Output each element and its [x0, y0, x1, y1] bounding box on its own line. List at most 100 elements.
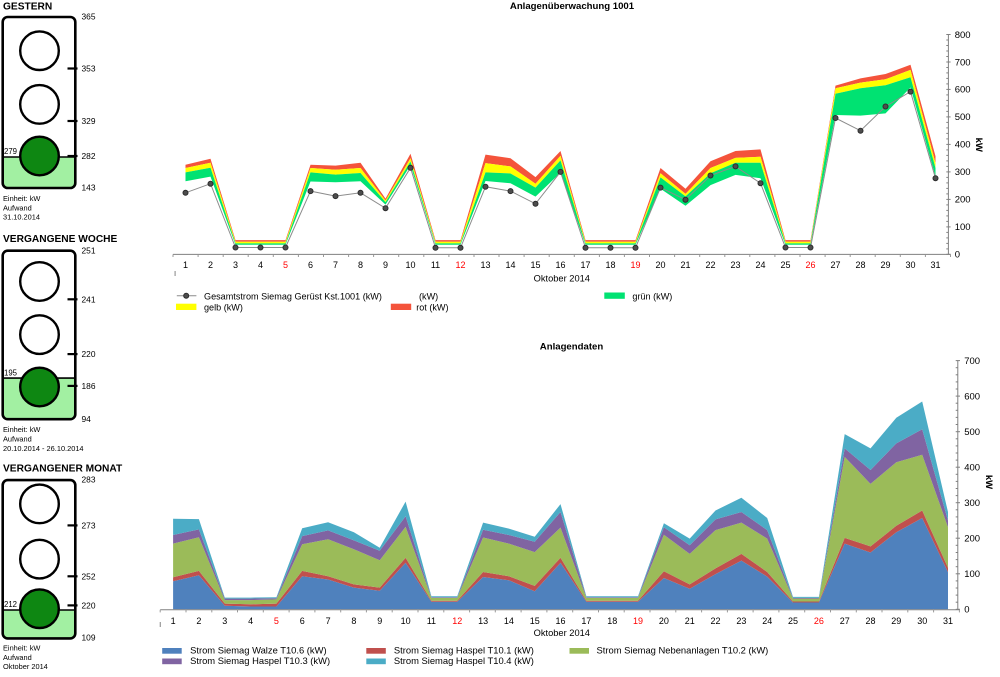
svg-text:186: 186	[82, 381, 96, 391]
svg-text:14: 14	[504, 616, 514, 626]
svg-text:3: 3	[233, 260, 238, 270]
svg-text:15: 15	[530, 260, 540, 270]
svg-text:29: 29	[880, 260, 890, 270]
svg-text:9: 9	[383, 260, 388, 270]
svg-text:Oktober 2014: Oktober 2014	[534, 274, 590, 284]
svg-text:329: 329	[82, 116, 96, 126]
svg-text:19: 19	[630, 260, 640, 270]
svg-text:7: 7	[326, 616, 331, 626]
svg-text:700: 700	[955, 57, 971, 68]
svg-text:23: 23	[736, 616, 746, 626]
svg-text:Strom Siemag Haspel T10.3 (kW): Strom Siemag Haspel T10.3 (kW)	[190, 655, 330, 666]
svg-text:31.10.2014: 31.10.2014	[3, 213, 40, 222]
svg-text:9: 9	[377, 616, 382, 626]
svg-text:VERGANGENER MONAT: VERGANGENER MONAT	[3, 464, 123, 475]
svg-text:300: 300	[955, 167, 971, 178]
svg-text:25: 25	[788, 616, 798, 626]
svg-text:Oktober 2014: Oktober 2014	[534, 628, 590, 638]
svg-text:195: 195	[4, 368, 18, 377]
svg-text:220: 220	[82, 601, 96, 611]
svg-text:300: 300	[964, 498, 980, 509]
svg-text:700: 700	[964, 356, 980, 367]
svg-text:27: 27	[840, 616, 850, 626]
svg-text:6: 6	[300, 616, 305, 626]
svg-text:279: 279	[4, 147, 17, 156]
svg-text:8: 8	[351, 616, 356, 626]
svg-text:14: 14	[505, 260, 515, 270]
svg-text:28: 28	[865, 616, 875, 626]
svg-text:31: 31	[943, 616, 953, 626]
svg-text:17: 17	[580, 260, 590, 270]
svg-text:12: 12	[452, 616, 462, 626]
svg-text:29: 29	[891, 616, 901, 626]
svg-text:Strom Siemag Nebenanlagen T10.: Strom Siemag Nebenanlagen T10.2 (kW)	[597, 645, 769, 656]
svg-text:Anlagenüberwachung 1001: Anlagenüberwachung 1001	[510, 1, 635, 12]
svg-text:Aufwand: Aufwand	[3, 653, 32, 662]
svg-text:241: 241	[82, 294, 96, 304]
svg-text:273: 273	[82, 521, 96, 531]
svg-text:18: 18	[607, 616, 617, 626]
svg-text:Aufwand: Aufwand	[3, 435, 32, 444]
svg-text:(kW): (kW)	[419, 291, 438, 301]
svg-text:Einheit: kW: Einheit: kW	[3, 644, 40, 653]
svg-text:13: 13	[478, 616, 488, 626]
svg-text:500: 500	[955, 112, 971, 123]
svg-text:22: 22	[710, 616, 720, 626]
svg-text:13: 13	[480, 260, 490, 270]
svg-text:11: 11	[427, 616, 436, 626]
svg-text:Gesamtstrom Siemag Gerüst Kst.: Gesamtstrom Siemag Gerüst Kst.1001 (kW)	[204, 291, 382, 301]
svg-text:109: 109	[82, 633, 96, 643]
svg-text:353: 353	[82, 64, 96, 74]
svg-text:26: 26	[814, 616, 824, 626]
svg-text:Aufwand: Aufwand	[3, 203, 32, 212]
svg-text:24: 24	[762, 616, 772, 626]
svg-text:10: 10	[405, 260, 415, 270]
svg-text:30: 30	[917, 616, 927, 626]
svg-text:8: 8	[358, 260, 363, 270]
svg-text:12: 12	[455, 260, 465, 270]
svg-text:Strom Siemag Haspel T10.4 (kW): Strom Siemag Haspel T10.4 (kW)	[394, 655, 534, 666]
svg-text:400: 400	[964, 463, 980, 474]
svg-text:GESTERN: GESTERN	[3, 2, 52, 13]
svg-text:27: 27	[830, 260, 840, 270]
svg-text:0: 0	[955, 250, 960, 261]
svg-text:kW: kW	[983, 475, 994, 489]
svg-text:0: 0	[964, 605, 969, 616]
svg-text:25: 25	[780, 260, 790, 270]
svg-text:26: 26	[805, 260, 815, 270]
svg-text:Strom Siemag Walze T10.6 (kW): Strom Siemag Walze T10.6 (kW)	[190, 645, 327, 656]
svg-text:1: 1	[171, 616, 176, 626]
svg-text:Anlagendaten: Anlagendaten	[540, 342, 604, 353]
svg-text:10: 10	[401, 616, 411, 626]
svg-text:5: 5	[283, 260, 288, 270]
svg-text:800: 800	[955, 30, 971, 41]
svg-text:400: 400	[955, 140, 971, 151]
svg-text:220: 220	[82, 349, 96, 359]
svg-text:17: 17	[581, 616, 591, 626]
svg-text:143: 143	[82, 183, 96, 193]
svg-text:7: 7	[333, 260, 338, 270]
svg-text:251: 251	[82, 245, 96, 255]
svg-text:23: 23	[730, 260, 740, 270]
svg-text:24: 24	[755, 260, 765, 270]
svg-text:3: 3	[222, 616, 227, 626]
svg-text:gelb (kW): gelb (kW)	[204, 303, 243, 313]
svg-text:Einheit: kW: Einheit: kW	[3, 425, 40, 434]
svg-text:212: 212	[4, 600, 17, 609]
svg-text:5: 5	[274, 616, 279, 626]
svg-text:Strom Siemag Haspel T10.1 (kW): Strom Siemag Haspel T10.1 (kW)	[394, 645, 534, 656]
svg-text:20: 20	[655, 260, 665, 270]
svg-text:21: 21	[685, 616, 695, 626]
svg-text:20: 20	[659, 616, 669, 626]
svg-text:2: 2	[196, 616, 201, 626]
svg-text:2: 2	[208, 260, 213, 270]
svg-text:18: 18	[605, 260, 615, 270]
svg-text:28: 28	[855, 260, 865, 270]
svg-text:94: 94	[82, 414, 92, 424]
svg-text:22: 22	[705, 260, 715, 270]
svg-text:365: 365	[82, 12, 96, 22]
svg-text:21: 21	[680, 260, 690, 270]
svg-text:kW: kW	[973, 138, 984, 152]
svg-text:grün (kW): grün (kW)	[632, 291, 672, 301]
svg-text:11: 11	[431, 260, 440, 270]
